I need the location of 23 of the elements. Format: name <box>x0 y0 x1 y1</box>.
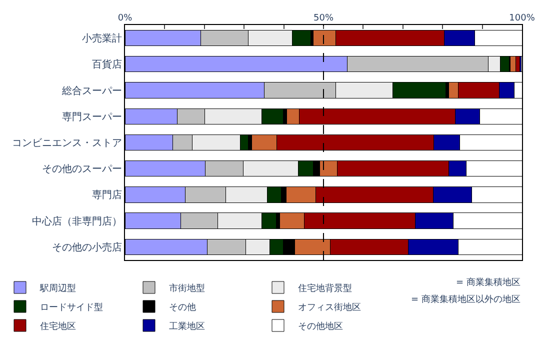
legend-label: その他 <box>169 302 196 313</box>
x-tick-label: 0% <box>118 13 133 24</box>
y-tick-label: 専門スーパー <box>62 110 122 123</box>
x-tick-label: 50% <box>313 13 334 24</box>
text: = 商業集積地区 <box>456 277 520 288</box>
y-tick-label: その他の小売店 <box>52 241 122 254</box>
x-tick-label: 100% <box>509 13 536 24</box>
legend-label: 住宅地区 <box>40 320 76 332</box>
y-tick-label: 中心店（非専門店） <box>32 215 122 228</box>
y-tick-label: 百貨店 <box>92 58 122 71</box>
text: = 商業集積地区以外の地区 <box>411 294 520 305</box>
y-tick-label: 小売業計 <box>82 32 122 45</box>
y-tick-label: 総合スーパー <box>61 84 122 97</box>
legend-label: オフィス街地区 <box>298 302 361 313</box>
y-tick-label: 専門店 <box>92 189 122 202</box>
legend-label: 住宅地背景型 <box>298 282 352 294</box>
legend-label: 市街地型 <box>169 282 205 294</box>
y-tick-label: コンビニエンス・ストア <box>12 138 122 149</box>
legend-label: その他地区 <box>298 320 343 332</box>
legend-label: 工業地区 <box>169 320 205 332</box>
legend-label: ロードサイド型 <box>40 302 103 313</box>
legend-label: 駅周辺型 <box>39 282 76 294</box>
y-tick-label: その他のスーパー <box>42 163 122 176</box>
